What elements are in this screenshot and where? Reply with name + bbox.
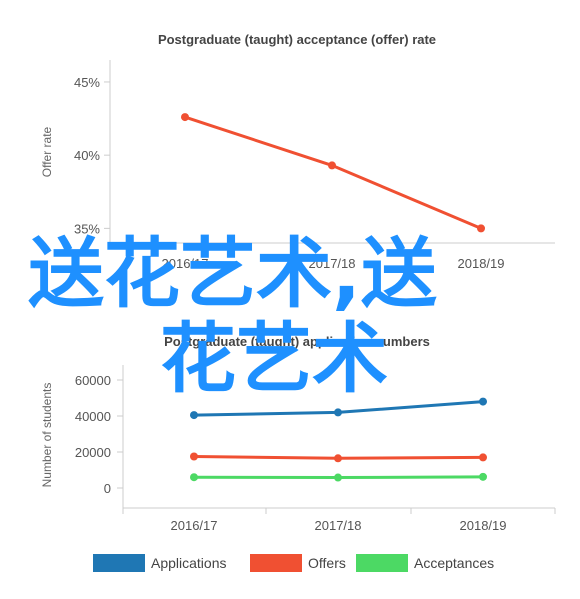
chart2-y-axis-label: Number of students <box>40 383 54 488</box>
chart1-y-tick-label: 35% <box>74 221 100 236</box>
chart2-data-point-applications <box>190 411 198 420</box>
chart2-y-tick-label: 40000 <box>75 409 111 424</box>
chart2-data-point-applications <box>334 408 342 417</box>
chart2-data-point-offers <box>479 453 487 462</box>
chart2-x-tick-label: 2017/18 <box>315 518 362 533</box>
chart2-x-tick-label: 2016/17 <box>171 518 218 533</box>
legend-item-acceptances[interactable]: Acceptances <box>356 554 494 572</box>
chart2-title: Postgraduate (taught) application number… <box>164 334 430 349</box>
chart1-y-tick-label: 40% <box>74 148 100 163</box>
chart1-data-point <box>328 161 336 170</box>
watermark-line-2: 花艺术 <box>160 314 388 403</box>
chart1-x-tick-label: 2016/17 <box>162 256 209 271</box>
legend-item-applications[interactable]: Applications <box>93 554 227 572</box>
application-numbers-chart: Postgraduate (taught) application number… <box>40 334 556 572</box>
chart2-x-tick-label: 2018/19 <box>460 518 507 533</box>
chart2-data-point-applications <box>479 397 487 406</box>
legend-label: Applications <box>151 555 227 571</box>
chart2-data-point-acceptances <box>190 473 198 482</box>
chart1-data-point <box>181 113 189 122</box>
chart1-x-tick-label: 2017/18 <box>309 256 356 271</box>
chart1-x-tick-label: 2018/19 <box>458 256 505 271</box>
chart2-data-point-acceptances <box>479 472 487 481</box>
legend-swatch <box>93 554 145 572</box>
chart2-y-tick-label: 60000 <box>75 373 111 388</box>
legend-swatch <box>250 554 302 572</box>
chart2-y-tick-label: 0 <box>104 481 111 496</box>
watermark-line-1: 送花艺术,送 <box>28 229 437 318</box>
chart1-y-axis-label: Offer rate <box>40 126 54 177</box>
legend-swatch <box>356 554 408 572</box>
legend-label: Acceptances <box>414 555 494 571</box>
chart1-y-tick-label: 45% <box>74 75 100 90</box>
chart1-data-point <box>477 224 485 233</box>
chart2-data-point-offers <box>190 452 198 461</box>
offer-rate-chart: Postgraduate (taught) acceptance (offer)… <box>40 32 555 271</box>
chart2-data-point-acceptances <box>334 473 342 482</box>
chart1-title: Postgraduate (taught) acceptance (offer)… <box>158 32 436 47</box>
watermark-overlay: 送花艺术,送 花艺术 <box>28 229 437 403</box>
chart2-y-tick-label: 20000 <box>75 445 111 460</box>
chart1-series-line <box>184 115 482 230</box>
legend-label: Offers <box>308 555 346 571</box>
legend-item-offers[interactable]: Offers <box>250 554 346 572</box>
chart2-data-point-offers <box>334 454 342 463</box>
